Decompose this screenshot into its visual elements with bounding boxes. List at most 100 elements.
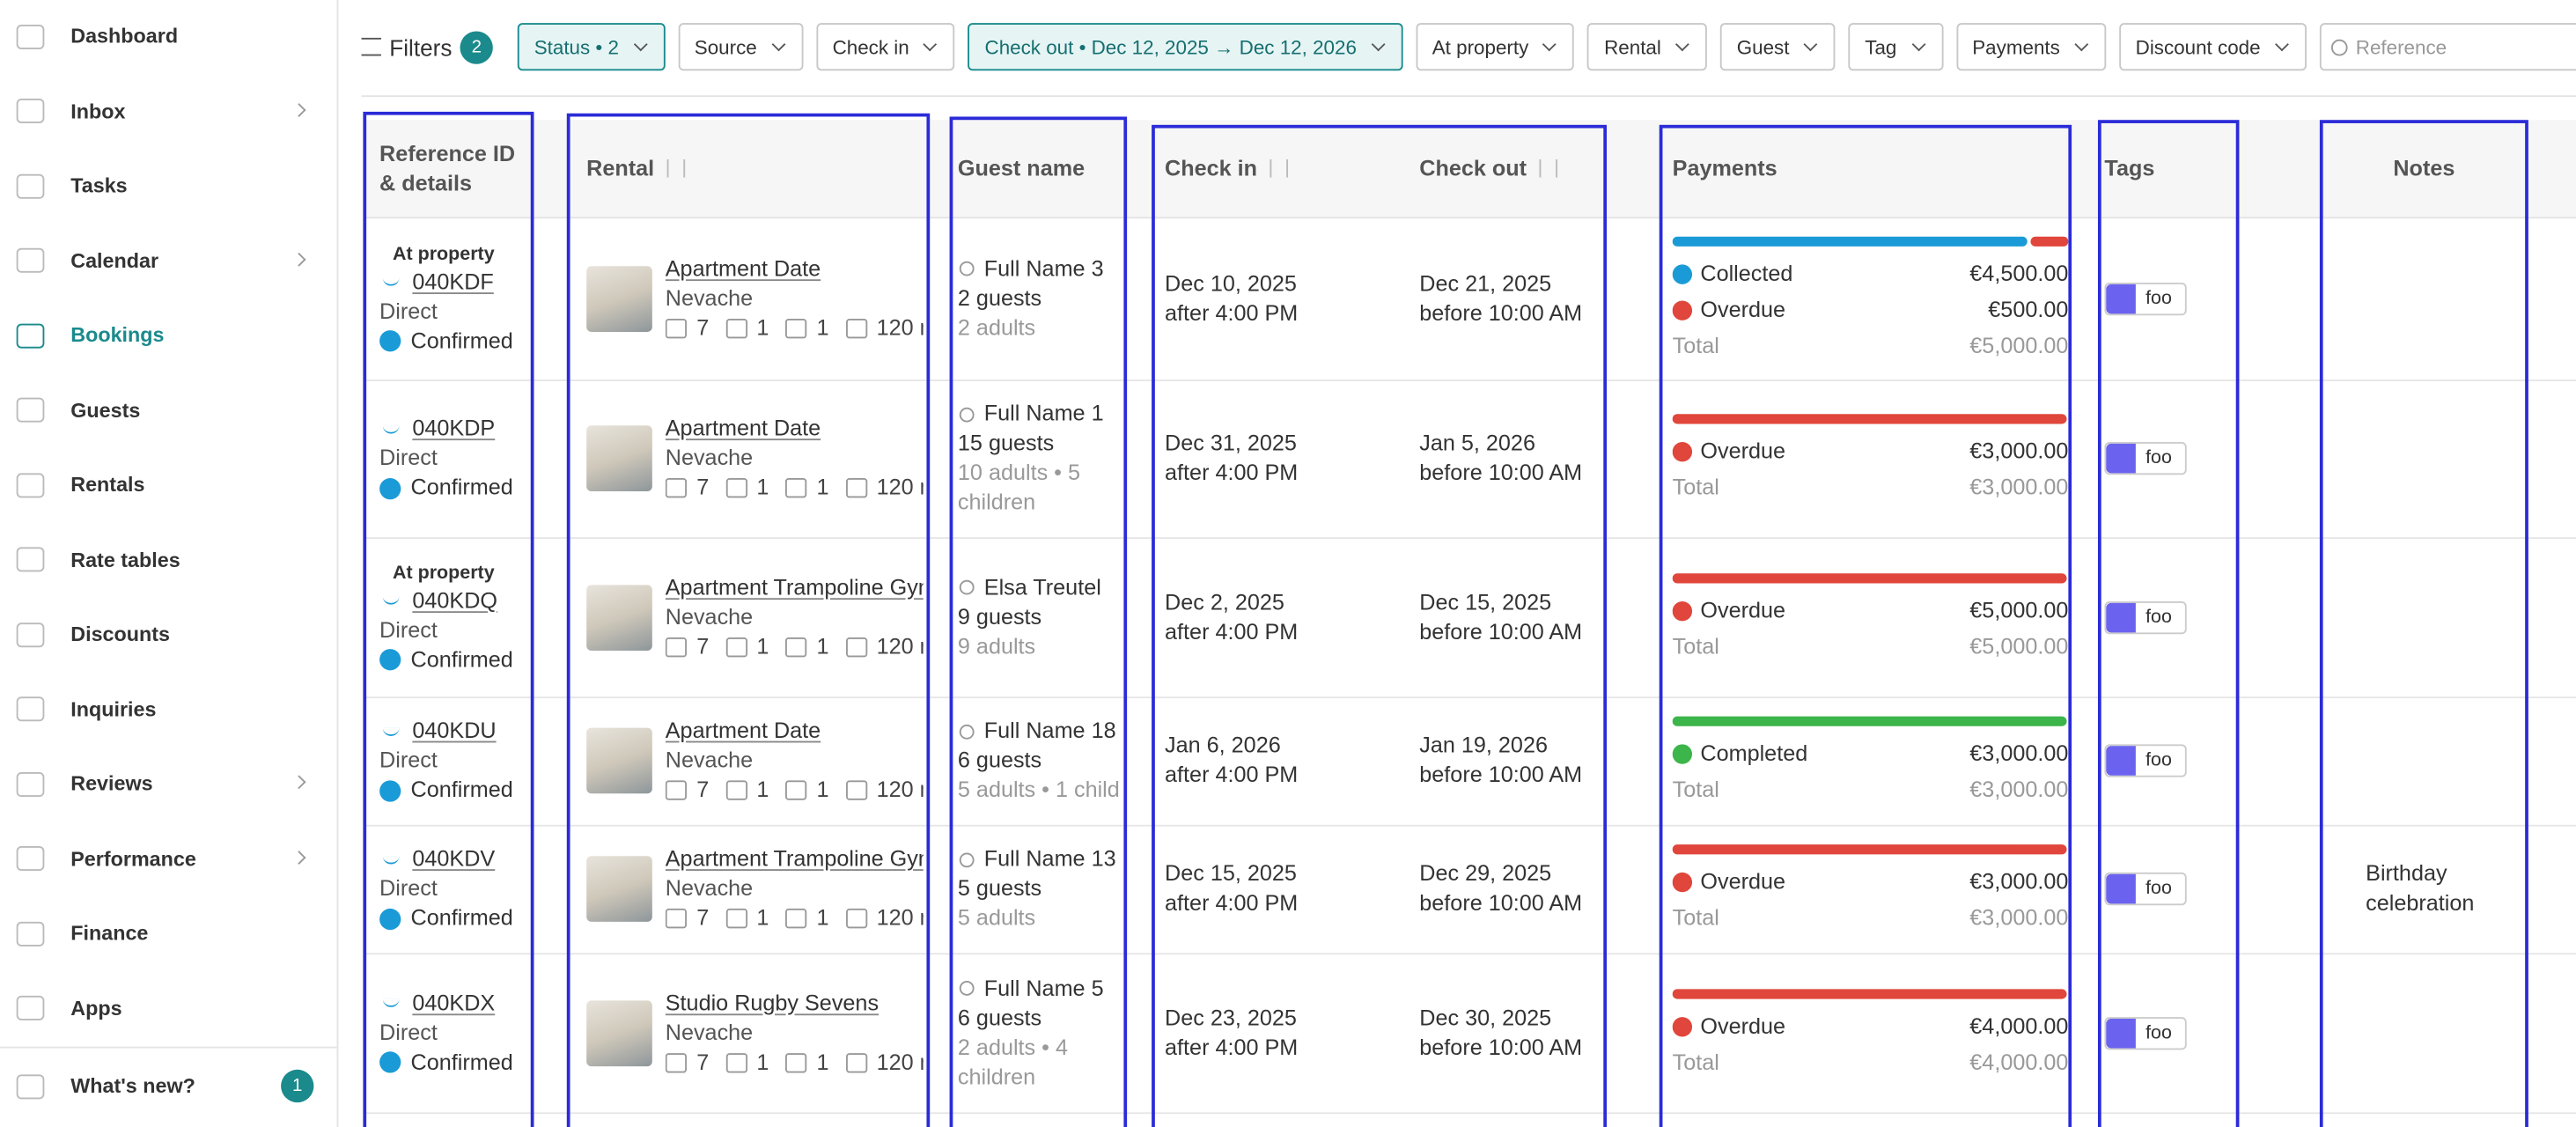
check-in-time: after 4:00 PM bbox=[1165, 1034, 1299, 1059]
nav-item[interactable]: Finance bbox=[0, 910, 337, 956]
chevron bbox=[2074, 37, 2088, 52]
nav-label: Discounts bbox=[70, 622, 171, 646]
nav-item[interactable]: Bookings bbox=[0, 313, 337, 358]
tag-label: foo bbox=[2145, 448, 2172, 468]
reference-line: 040KDF bbox=[379, 267, 531, 297]
filter-button[interactable]: Guest bbox=[1720, 23, 1836, 71]
nav-item[interactable]: Guests bbox=[0, 387, 337, 432]
search-input[interactable]: Reference bbox=[2319, 23, 2576, 71]
payment-bar-segment bbox=[1672, 988, 2067, 998]
status-label: Confirmed bbox=[410, 905, 513, 931]
icon bbox=[785, 780, 807, 800]
nav-item[interactable]: Inquiries bbox=[0, 686, 337, 732]
rental-location: Nevache bbox=[665, 748, 754, 773]
nav-item[interactable]: Calendar bbox=[0, 238, 337, 284]
reference-cell: 040KDP Direct Confirmed bbox=[379, 379, 531, 537]
rental-name[interactable]: Apartment Date bbox=[665, 718, 821, 743]
rental-name[interactable]: Apartment Date bbox=[665, 255, 821, 281]
filters-label: Filters bbox=[389, 33, 453, 61]
nav-label: Guests bbox=[70, 398, 141, 422]
stat: 1 bbox=[756, 475, 769, 500]
filter-button[interactable]: Discount code bbox=[2118, 23, 2307, 71]
filter-button[interactable]: Check in bbox=[815, 23, 955, 71]
check-in-time: after 4:00 PM bbox=[1165, 460, 1299, 485]
nav-icon bbox=[16, 247, 45, 273]
column-header[interactable]: Rental bbox=[586, 120, 915, 217]
payment-dot bbox=[1672, 600, 1693, 621]
filter-button[interactable]: Payments bbox=[1955, 23, 2107, 71]
nav-item[interactable]: Apps bbox=[0, 985, 337, 1031]
payment-total: Total €5,000.00 bbox=[1673, 331, 2069, 361]
reference-line: 040KDQ bbox=[379, 586, 531, 615]
reference-id[interactable]: 040KDU bbox=[412, 718, 497, 743]
nav-item[interactable]: Inbox bbox=[0, 88, 337, 134]
nav-label: Calendar bbox=[70, 248, 159, 272]
rental-name[interactable]: Apartment Trampoline Gym bbox=[665, 846, 924, 872]
filter-label: Source bbox=[694, 35, 757, 59]
check-out-cell: Dec 30, 2025 before 10:00 AM bbox=[1419, 953, 1649, 1112]
nav-label: What's new? bbox=[70, 1074, 195, 1098]
reference-id[interactable]: 040KDQ bbox=[412, 587, 498, 613]
reference-id[interactable]: 040KDV bbox=[412, 846, 496, 872]
icon bbox=[845, 908, 867, 929]
reference-id[interactable]: 040KDF bbox=[412, 269, 494, 294]
guest-icon bbox=[959, 579, 975, 595]
icon bbox=[725, 780, 747, 800]
guest-cell: Full Name 18 6 guests 5 adults • 1 child bbox=[958, 696, 1122, 825]
highlight-box bbox=[2319, 120, 2528, 1127]
status: Confirmed bbox=[379, 473, 531, 503]
filter-button[interactable]: Status • 2 bbox=[518, 23, 666, 71]
nav-item[interactable]: Rate tables bbox=[0, 536, 337, 582]
rental-location: Nevache bbox=[665, 445, 754, 470]
rental-name[interactable]: Apartment Trampoline Gym bbox=[665, 574, 924, 600]
rental-stats: 7 1 1 120 m² bbox=[665, 473, 924, 503]
filter-label: Payments bbox=[1972, 35, 2060, 59]
payment-label: Overdue bbox=[1700, 296, 1786, 321]
guest-icon bbox=[959, 851, 975, 867]
filter-button[interactable]: At property bbox=[1416, 23, 1575, 71]
payment-bar-segment bbox=[1672, 716, 2067, 726]
guest-count: 2 guests bbox=[957, 284, 1042, 310]
tag-label: foo bbox=[2145, 1022, 2172, 1043]
nav-label: Dashboard bbox=[70, 24, 179, 48]
filter-button[interactable]: Source bbox=[678, 23, 803, 71]
icon bbox=[845, 637, 867, 657]
filters-toggle[interactable]: Filters 2 bbox=[361, 30, 494, 63]
guest-name: Elsa Treutel bbox=[983, 574, 1101, 600]
rental-cell: Studio Rugby Sevens Nevache 7 1 1 120 m² bbox=[665, 953, 924, 1112]
check-in-date: Dec 31, 2025 bbox=[1165, 430, 1297, 455]
payment-amount: €3,000.00 bbox=[1969, 869, 2069, 895]
rental-stats: 7 1 1 120 m² bbox=[665, 1048, 924, 1078]
reference-id[interactable]: 040KDX bbox=[412, 990, 496, 1015]
stat: 1 bbox=[816, 905, 829, 931]
payment-bar-segment bbox=[2030, 235, 2069, 246]
nav-item[interactable]: Rentals bbox=[0, 461, 337, 507]
nav-item[interactable]: Dashboard bbox=[0, 13, 337, 59]
payment-amount: €3,000.00 bbox=[1969, 438, 2069, 464]
nav-item[interactable]: Performance bbox=[0, 836, 337, 881]
nav-item[interactable]: What's new? 1 bbox=[0, 1063, 337, 1109]
reference-id[interactable]: 040KDP bbox=[412, 416, 496, 441]
nav-item[interactable]: Discounts bbox=[0, 611, 337, 657]
check-out-cell: Jan 5, 2026 before 10:00 AM bbox=[1419, 379, 1649, 537]
rental-location: Nevache bbox=[665, 1019, 754, 1044]
stat: 1 bbox=[816, 314, 829, 340]
filter-button[interactable]: Check out • Dec 12, 2025 → Dec 12, 2026 bbox=[968, 23, 1403, 71]
icon bbox=[785, 318, 807, 338]
rental-name[interactable]: Studio Rugby Sevens bbox=[665, 990, 880, 1015]
payment-total: Total €3,000.00 bbox=[1673, 776, 2069, 806]
tags-cell: foo bbox=[2104, 379, 2235, 537]
nav-item[interactable]: Reviews bbox=[0, 761, 337, 807]
filter-button[interactable]: Tag bbox=[1848, 23, 1943, 71]
filter-button[interactable]: Rental bbox=[1587, 23, 1708, 71]
column-header[interactable]: Check in bbox=[1165, 120, 1411, 217]
total-label: Total bbox=[1672, 332, 1719, 357]
nav-label: Rate tables bbox=[70, 548, 180, 571]
nav-item[interactable]: Tasks bbox=[0, 163, 337, 209]
check-out-time: before 10:00 AM bbox=[1419, 299, 1583, 325]
chevron bbox=[1910, 37, 1925, 52]
column-header[interactable]: Check out bbox=[1419, 120, 1649, 217]
icon bbox=[845, 478, 867, 498]
rental-name[interactable]: Apartment Date bbox=[665, 416, 821, 441]
